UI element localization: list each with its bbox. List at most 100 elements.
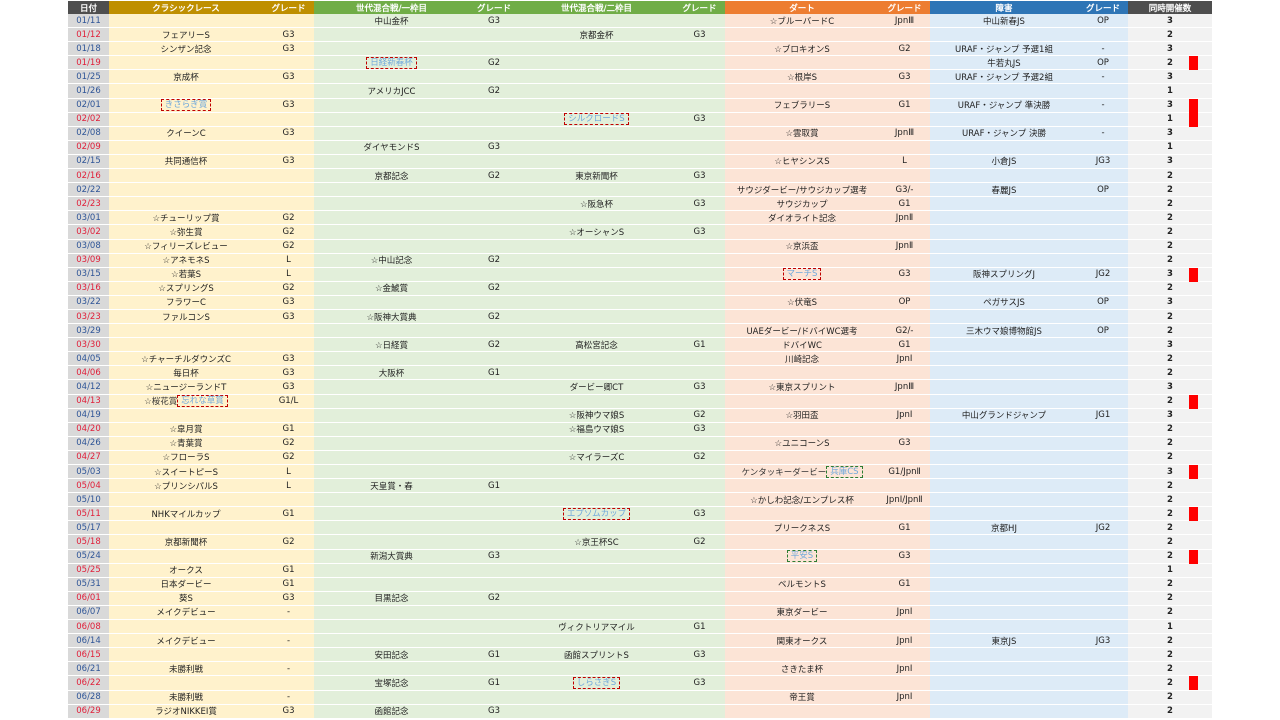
steeple-grade-cell[interactable]	[1078, 422, 1128, 437]
mixed2-grade-cell[interactable]	[674, 577, 725, 592]
steeple-grade-cell[interactable]	[1078, 479, 1128, 494]
dirt-grade-cell[interactable]: JpnⅢ	[879, 380, 930, 395]
classic-race-cell[interactable]: ☆アネモネS	[109, 253, 263, 268]
mixed1-grade-cell[interactable]	[469, 211, 519, 226]
mixed1-grade-cell[interactable]	[469, 112, 519, 127]
mixed1-race-cell[interactable]	[314, 70, 469, 85]
classic-race-cell[interactable]: ☆プリンシパルS	[109, 479, 263, 494]
date-cell[interactable]: 05/10	[68, 493, 109, 508]
mixed2-race-cell[interactable]: 高松宮記念	[519, 338, 674, 353]
classic-race-cell[interactable]	[109, 56, 263, 71]
mixed2-race-cell[interactable]: 京都金杯	[519, 28, 674, 43]
classic-race-cell[interactable]: 未勝利戦	[109, 690, 263, 705]
mixed2-grade-cell[interactable]: G3	[674, 507, 725, 522]
steeple-grade-cell[interactable]: JG3	[1078, 634, 1128, 649]
steeple-race-cell[interactable]	[930, 422, 1078, 437]
classic-race-cell[interactable]: ☆桜花賞 忘れな草賞	[109, 394, 263, 409]
mixed1-grade-cell[interactable]	[469, 634, 519, 649]
classic-race-cell[interactable]: オークス	[109, 563, 263, 578]
classic-grade-cell[interactable]	[263, 197, 314, 212]
steeple-grade-cell[interactable]	[1078, 28, 1128, 43]
steeple-race-cell[interactable]	[930, 28, 1078, 43]
mixed2-race-cell[interactable]	[519, 521, 674, 536]
date-cell[interactable]: 03/02	[68, 225, 109, 240]
mixed1-grade-cell[interactable]	[469, 197, 519, 212]
concurrent-count-cell[interactable]: 3	[1128, 338, 1212, 353]
mixed1-race-cell[interactable]: ☆日経賞	[314, 338, 469, 353]
concurrent-count-cell[interactable]: 1	[1128, 140, 1212, 155]
mixed1-race-cell[interactable]: 天皇賞・春	[314, 479, 469, 494]
date-cell[interactable]: 05/25	[68, 563, 109, 578]
classic-race-cell[interactable]	[109, 112, 263, 127]
dirt-race-cell[interactable]: ☆かしわ記念/エンプレス杯	[725, 493, 879, 508]
steeple-grade-cell[interactable]	[1078, 493, 1128, 508]
classic-race-cell[interactable]: ☆フィリーズレビュー	[109, 239, 263, 254]
dirt-race-cell[interactable]	[725, 620, 879, 635]
mixed2-grade-cell[interactable]: G3	[674, 648, 725, 663]
mixed1-race-cell[interactable]: 新潟大賞典	[314, 549, 469, 564]
steeple-race-cell[interactable]	[930, 281, 1078, 296]
mixed1-grade-cell[interactable]	[469, 70, 519, 85]
mixed1-race-cell[interactable]	[314, 197, 469, 212]
steeple-grade-cell[interactable]: JG2	[1078, 521, 1128, 536]
classic-grade-cell[interactable]: -	[263, 634, 314, 649]
steeple-race-cell[interactable]	[930, 591, 1078, 606]
header-steeple-grade[interactable]: グレード	[1078, 1, 1128, 14]
steeple-grade-cell[interactable]	[1078, 450, 1128, 465]
mixed1-grade-cell[interactable]	[469, 324, 519, 339]
dirt-grade-cell[interactable]	[879, 507, 930, 522]
dirt-grade-cell[interactable]	[879, 140, 930, 155]
mixed2-grade-cell[interactable]	[674, 479, 725, 494]
mixed1-grade-cell[interactable]	[469, 225, 519, 240]
mixed2-grade-cell[interactable]: G3	[674, 676, 725, 691]
steeple-race-cell[interactable]: 京都HJ	[930, 521, 1078, 536]
classic-grade-cell[interactable]	[263, 169, 314, 184]
classic-grade-cell[interactable]	[263, 408, 314, 423]
classic-grade-cell[interactable]: G3	[263, 154, 314, 170]
classic-race-cell[interactable]	[109, 140, 263, 155]
concurrent-count-cell[interactable]: 2	[1128, 450, 1212, 465]
steeple-grade-cell[interactable]	[1078, 704, 1128, 719]
steeple-grade-cell[interactable]	[1078, 352, 1128, 367]
classic-race-cell[interactable]	[109, 14, 263, 29]
mixed2-race-cell[interactable]	[519, 479, 674, 494]
mixed1-grade-cell[interactable]	[469, 620, 519, 635]
date-cell[interactable]: 05/18	[68, 535, 109, 550]
steeple-race-cell[interactable]	[930, 605, 1078, 621]
classic-grade-cell[interactable]: G3	[263, 98, 314, 113]
date-cell[interactable]: 05/24	[68, 549, 109, 564]
classic-grade-cell[interactable]: G2	[263, 281, 314, 296]
mixed2-race-cell[interactable]	[519, 253, 674, 268]
steeple-grade-cell[interactable]	[1078, 112, 1128, 127]
date-cell[interactable]: 06/29	[68, 704, 109, 719]
concurrent-count-cell[interactable]: 1	[1128, 112, 1212, 127]
dirt-race-cell[interactable]: ☆雲取賞	[725, 126, 879, 141]
steeple-race-cell[interactable]	[930, 450, 1078, 465]
concurrent-count-cell[interactable]: 3	[1128, 465, 1212, 480]
classic-grade-cell[interactable]: G1	[263, 577, 314, 592]
mixed2-grade-cell[interactable]	[674, 295, 725, 310]
mixed2-race-cell[interactable]	[519, 42, 674, 57]
mixed2-race-cell[interactable]	[519, 634, 674, 649]
steeple-grade-cell[interactable]	[1078, 549, 1128, 564]
classic-race-cell[interactable]	[109, 493, 263, 508]
classic-grade-cell[interactable]	[263, 183, 314, 198]
mixed2-grade-cell[interactable]	[674, 704, 725, 719]
mixed1-race-cell[interactable]: 京都記念	[314, 169, 469, 184]
header-count[interactable]: 同時開催数	[1128, 1, 1212, 14]
dirt-grade-cell[interactable]: JpnⅢ	[879, 14, 930, 29]
classic-grade-cell[interactable]: G3	[263, 28, 314, 43]
concurrent-count-cell[interactable]: 2	[1128, 704, 1212, 719]
mixed2-race-cell[interactable]: 東京新聞杯	[519, 169, 674, 184]
date-cell[interactable]: 03/08	[68, 239, 109, 254]
mixed1-grade-cell[interactable]: G3	[469, 140, 519, 155]
mixed1-race-cell[interactable]	[314, 42, 469, 57]
mixed2-race-cell[interactable]: ダービー卿CT	[519, 380, 674, 395]
mixed1-grade-cell[interactable]: G2	[469, 281, 519, 296]
mixed1-race-cell[interactable]	[314, 324, 469, 339]
mixed2-grade-cell[interactable]	[674, 394, 725, 409]
date-cell[interactable]: 03/29	[68, 324, 109, 339]
dirt-race-cell[interactable]: ☆根岸S	[725, 70, 879, 85]
dirt-grade-cell[interactable]: G1	[879, 577, 930, 592]
dirt-grade-cell[interactable]: JpnⅠ	[879, 352, 930, 367]
